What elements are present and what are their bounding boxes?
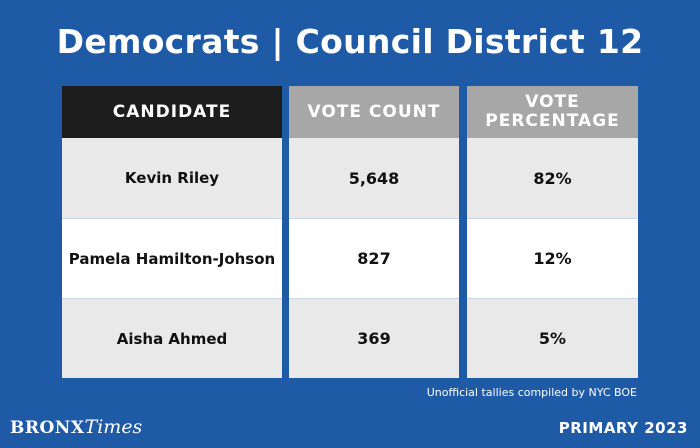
vote-percentage-cell-row-1: 82%	[467, 138, 638, 218]
candidate-cell-row-3: Aisha Ahmed	[62, 298, 282, 378]
primary-year-label: PRIMARY 2023	[558, 419, 688, 437]
logo-part-times: Times	[84, 416, 143, 438]
bronx-times-logo: BRONXTimes	[10, 416, 142, 438]
vote-percentage-column-header: VOTE PERCENTAGE	[467, 86, 638, 138]
candidate-column-header: CANDIDATE	[62, 86, 282, 138]
vote-count-cell-row-3: 369	[289, 298, 459, 378]
vote-count-cell-row-2: 827	[289, 218, 459, 298]
candidate-cell-row-2: Pamela Hamilton-Johson	[62, 218, 282, 298]
vote-percentage-column: VOTE PERCENTAGE 82% 12% 5%	[467, 86, 638, 378]
vote-count-column: VOTE COUNT 5,648 827 369	[289, 86, 459, 378]
page-title: Democrats | Council District 12	[56, 22, 644, 61]
candidate-column: CANDIDATE Kevin Riley Pamela Hamilton-Jo…	[62, 86, 282, 378]
vote-count-column-header: VOTE COUNT	[289, 86, 459, 138]
source-footnote: Unofficial tallies compiled by NYC BOE	[426, 386, 637, 399]
logo-part-bronx: BRONX	[10, 418, 85, 438]
vote-count-cell-row-1: 5,648	[289, 138, 459, 218]
vote-percentage-cell-row-3: 5%	[467, 298, 638, 378]
candidate-cell-row-1: Kevin Riley	[62, 138, 282, 218]
vote-percentage-cell-row-2: 12%	[467, 218, 638, 298]
